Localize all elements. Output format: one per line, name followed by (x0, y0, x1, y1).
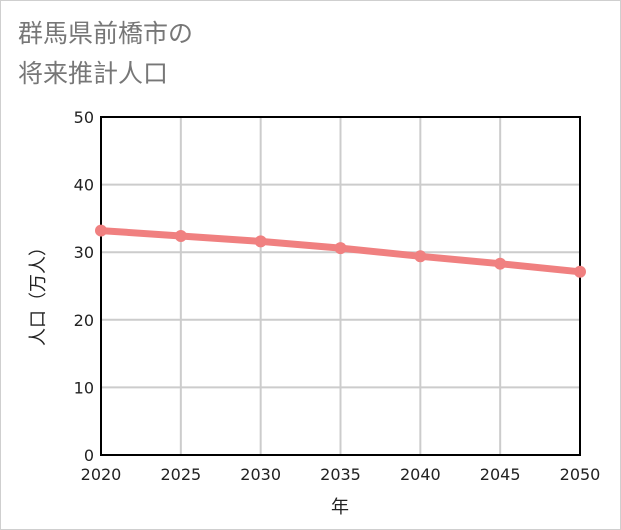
x-tick-label-2025: 2025 (160, 465, 201, 484)
y-axis-label: 人口（万人） (28, 238, 49, 346)
x-tick-label-2020: 2020 (81, 465, 122, 484)
chart-title: 群馬県前橋市の 将来推計人口 (18, 14, 193, 94)
data-point-2035 (334, 242, 347, 255)
x-tick-label-2050: 2050 (560, 465, 601, 484)
x-tick-label-2045: 2045 (480, 465, 521, 484)
population-data-points (95, 224, 586, 278)
x-tick-label-2030: 2030 (240, 465, 281, 484)
x-tick-label-2035: 2035 (320, 465, 361, 484)
data-point-2030 (254, 235, 267, 248)
data-point-2040 (414, 250, 427, 263)
plot-area-border (100, 116, 581, 456)
y-tick-label-20: 20 (74, 311, 94, 330)
y-tick-label-10: 10 (74, 378, 94, 397)
data-point-2025 (174, 229, 187, 242)
x-axis-ticks: 2020 2025 2030 2035 2040 2045 2050 (81, 465, 601, 484)
x-tick-label-2040: 2040 (400, 465, 441, 484)
data-point-2045 (494, 257, 507, 270)
y-tick-label-30: 30 (74, 243, 94, 262)
data-point-2050 (574, 265, 586, 278)
y-tick-label-0: 0 (84, 446, 94, 465)
grid-lines (100, 116, 581, 456)
chart-title-line-1: 群馬県前橋市の (18, 19, 194, 48)
x-axis-label: 年 (331, 497, 349, 518)
y-tick-label-40: 40 (74, 176, 94, 195)
y-tick-label-50: 50 (74, 108, 94, 127)
data-point-2020 (95, 224, 107, 237)
chart-title-line-2: 将来推計人口 (18, 59, 169, 88)
y-axis-ticks: 0 10 20 30 40 50 (74, 108, 94, 465)
